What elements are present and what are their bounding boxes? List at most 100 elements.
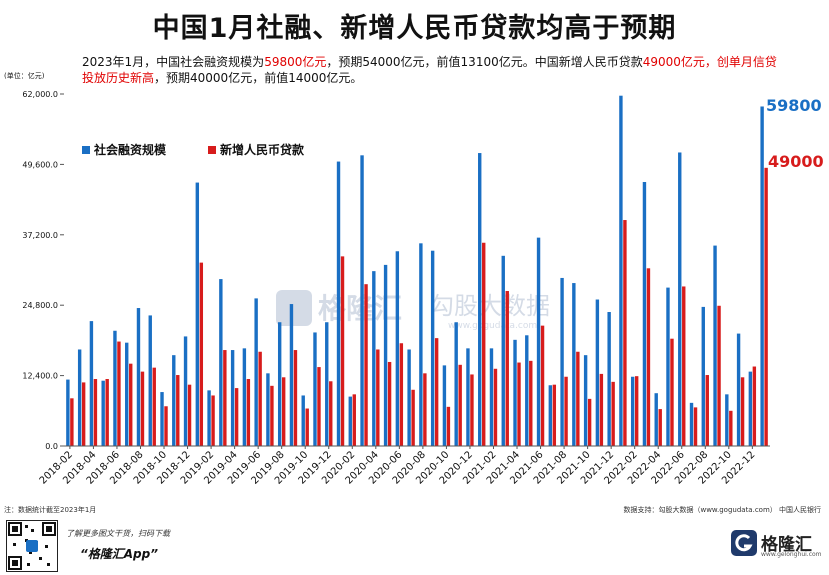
bar-rmb-loans — [740, 377, 745, 446]
bar-social-financing — [725, 394, 729, 446]
bar-social-financing — [113, 330, 117, 446]
bar-rmb-loans — [717, 305, 721, 446]
bar-social-financing — [160, 392, 164, 446]
bar-social-financing — [372, 271, 376, 446]
bar-social-financing — [325, 322, 329, 446]
bar-rmb-loans — [211, 395, 215, 446]
bar-rmb-loans — [411, 389, 415, 446]
bar-social-financing — [466, 348, 470, 446]
bar-rmb-loans — [623, 220, 627, 446]
subtitle-highlight-sf: 59800亿元 — [264, 55, 327, 69]
bar-social-financing — [513, 339, 517, 446]
bar-rmb-loans — [329, 381, 333, 446]
bar-rmb-loans — [505, 291, 509, 446]
brand-logo: 格隆汇 www.gelonghui.com — [731, 528, 822, 558]
bar-social-financing — [666, 287, 670, 446]
legend-label-rmb-loans: 新增人民币贷款 — [220, 142, 305, 157]
qr-code-icon — [6, 520, 58, 572]
bar-rmb-loans — [564, 376, 568, 446]
bar-social-financing — [242, 348, 247, 446]
watermark-url: www.gogudata.com — [448, 321, 537, 331]
bar-rmb-loans — [199, 262, 204, 446]
bar-rmb-loans — [317, 367, 321, 446]
bar-social-financing — [595, 299, 600, 446]
legend-swatch-social-financing — [82, 146, 90, 154]
bar-social-financing — [736, 333, 741, 446]
footer-source: 数据支持：勾股大数据（www.gogudata.com） 中国人民银行 — [623, 506, 821, 514]
y-unit-label: (单位：亿元) — [4, 71, 45, 80]
footer-promo: 了解更多图文干货，扫码下载 — [66, 529, 170, 538]
bar-rmb-loans — [576, 351, 580, 446]
bar-rmb-loans — [458, 364, 462, 446]
bar-rmb-loans — [611, 381, 615, 446]
bar-social-financing — [619, 95, 623, 446]
bar-social-financing — [501, 255, 505, 446]
bar-social-financing — [689, 402, 694, 446]
y-tick-label: 0.0 — [45, 442, 58, 451]
chart-title: 中国1月社融、新增人民币贷款均高于预期 — [152, 13, 677, 44]
bar-rmb-loans — [634, 376, 639, 446]
bar-rmb-loans — [105, 379, 109, 446]
bar-rmb-loans — [376, 349, 380, 446]
bar-social-financing — [360, 155, 364, 446]
bar-rmb-loans — [223, 350, 227, 446]
bar-social-financing — [607, 312, 611, 446]
bar-rmb-loans — [281, 377, 286, 446]
bar-rmb-loans — [423, 373, 427, 446]
bar-social-financing — [654, 393, 658, 446]
bar-rmb-loans — [305, 408, 309, 446]
bar-rmb-loans — [587, 398, 592, 446]
bar-social-financing — [348, 396, 352, 446]
bar-social-financing — [383, 264, 388, 446]
bar-social-financing — [407, 349, 411, 446]
bar-social-financing — [289, 304, 294, 446]
bar-social-financing — [125, 342, 129, 446]
bar-social-financing — [419, 243, 423, 446]
y-tick-label: 24,800.0 — [22, 301, 58, 310]
bar-rmb-loans — [493, 368, 498, 446]
bar-social-financing — [230, 350, 235, 446]
bar-social-financing — [136, 308, 141, 446]
bar-social-financing — [442, 365, 447, 446]
bar-social-financing — [642, 182, 647, 446]
bar-rmb-loans — [129, 363, 133, 446]
bar-social-financing — [77, 349, 82, 446]
bar-social-financing — [630, 376, 635, 446]
y-tick-label: 37,200.0 — [22, 231, 58, 240]
bar-social-financing — [254, 298, 258, 446]
bar-social-financing — [760, 106, 764, 447]
bar-social-financing — [748, 371, 753, 446]
brand-name: 格隆汇 — [761, 535, 812, 555]
bar-rmb-loans — [670, 338, 674, 446]
bar-rmb-loans — [164, 406, 168, 446]
bar-rmb-loans — [246, 379, 251, 446]
bar-chart: 格隆汇 勾股大数据 www.gogudata.com (单位：亿元) 0.0 12… — [4, 71, 824, 487]
bar-rmb-loans — [352, 394, 356, 446]
bar-rmb-loans — [340, 256, 345, 446]
bar-social-financing — [195, 182, 200, 446]
bar-social-financing — [395, 251, 400, 446]
bar-rmb-loans — [517, 362, 521, 446]
bar-series — [66, 95, 768, 447]
bar-rmb-loans — [364, 284, 368, 446]
brand-url: www.gelonghui.com — [761, 551, 822, 558]
subtitle-text-1: 2023年1月，中国社会融资规模为 — [82, 55, 265, 69]
bar-social-financing — [583, 355, 588, 446]
bar-rmb-loans — [705, 375, 709, 446]
legend-label-social-financing: 社会融资规模 — [93, 142, 167, 157]
watermark-partner: 勾股大数据 — [430, 292, 550, 320]
bar-social-financing — [701, 306, 705, 446]
bar-social-financing — [313, 332, 317, 446]
bar-social-financing — [525, 335, 529, 446]
bar-social-financing — [536, 237, 541, 446]
bar-rmb-loans — [540, 325, 545, 446]
bar-social-financing — [548, 385, 553, 446]
bar-rmb-loans — [399, 343, 404, 446]
bar-rmb-loans — [117, 341, 121, 446]
bar-social-financing — [489, 348, 494, 446]
bar-social-financing — [183, 336, 188, 446]
bar-rmb-loans — [693, 407, 698, 446]
annotation-rmb-loans: 49000 — [768, 152, 824, 171]
subtitle-text-2: ，预期54000亿元，前值13100亿元。中国新增人民币贷款 — [326, 55, 643, 69]
bar-social-financing — [148, 315, 152, 446]
